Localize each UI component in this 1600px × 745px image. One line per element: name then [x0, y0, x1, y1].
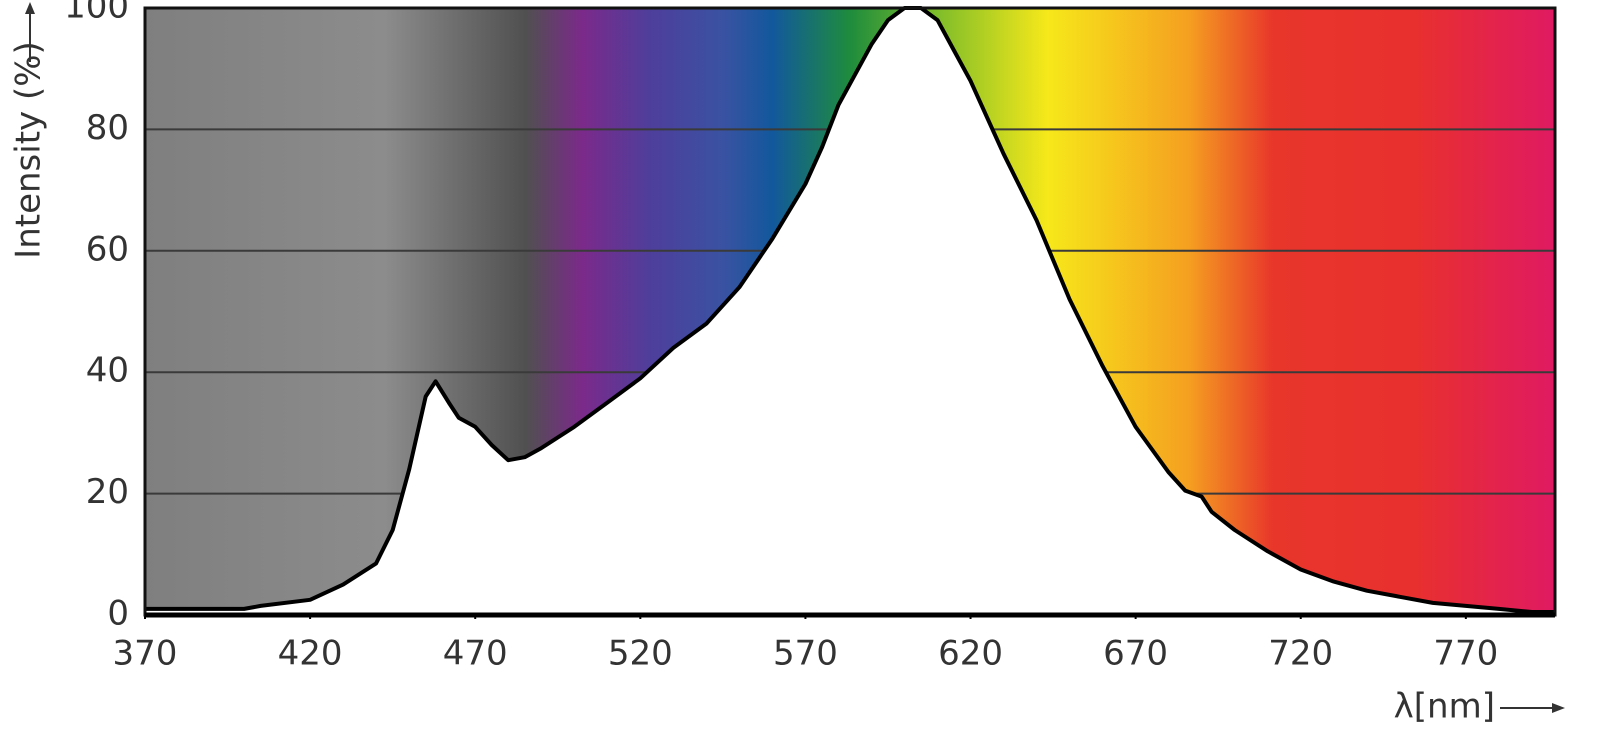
spectrum-line: [145, 6, 1555, 614]
y-axis-label: Intensity (%): [9, 41, 49, 259]
x-tick-label: 720: [1268, 634, 1333, 674]
y-tick-label: 100: [64, 0, 129, 27]
x-tick-label: 570: [773, 634, 838, 674]
x-tick-label: 770: [1433, 634, 1498, 674]
y-tick-label: 40: [86, 351, 129, 391]
x-tick-label: 620: [938, 634, 1003, 674]
x-axis-label: λ[nm]: [1394, 687, 1495, 727]
x-tick-label: 420: [278, 634, 343, 674]
x-tick-label: 470: [443, 634, 508, 674]
y-arrow-head: [25, 2, 35, 14]
area-under-curve: [145, 8, 1555, 615]
y-tick-label: 20: [86, 472, 129, 512]
y-tick-label: 0: [107, 594, 129, 634]
x-tick-label: 670: [1103, 634, 1168, 674]
y-tick-label: 60: [86, 229, 129, 269]
x-tick-label: 520: [608, 634, 673, 674]
x-arrow-head: [1552, 703, 1565, 713]
x-tick-label: 370: [113, 634, 178, 674]
y-tick-label: 80: [86, 108, 129, 148]
